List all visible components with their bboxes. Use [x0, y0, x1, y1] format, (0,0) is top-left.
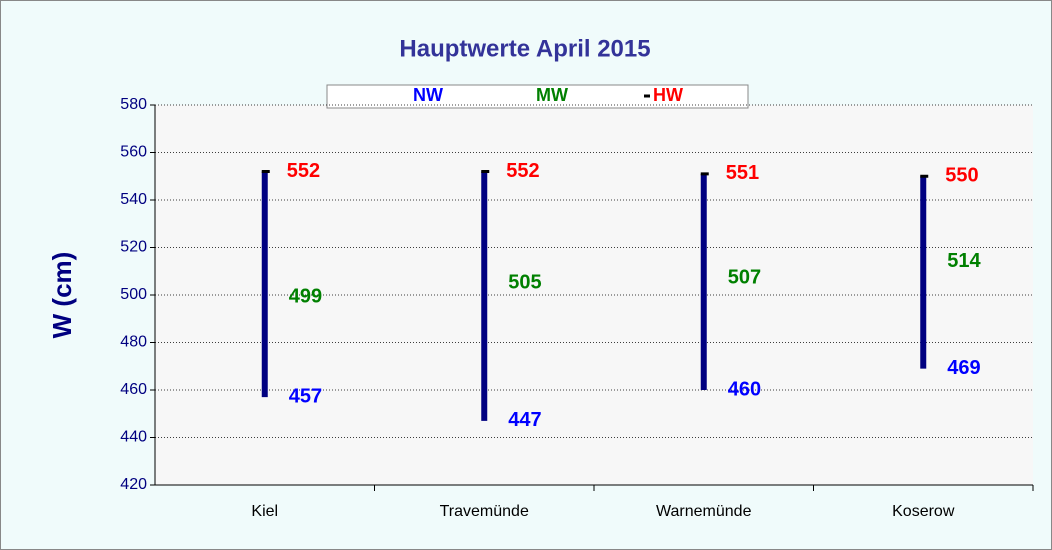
x-tick-label: Travemünde	[440, 503, 529, 520]
x-tick-label: Koserow	[892, 503, 955, 520]
data-label: 507	[728, 267, 761, 289]
y-tick-label: 500	[120, 286, 147, 303]
data-label: 460	[728, 378, 761, 400]
y-tick-label: 580	[120, 96, 147, 113]
y-tick-label: 520	[120, 239, 147, 256]
y-tick-label: 420	[120, 476, 147, 493]
legend	[326, 84, 749, 109]
data-label: 551	[726, 162, 759, 184]
data-label: 499	[289, 286, 322, 308]
data-label: 552	[506, 160, 539, 182]
y-tick-label: 560	[120, 144, 147, 161]
x-tick-label: Warnemünde	[656, 503, 752, 520]
data-label: 550	[945, 165, 978, 187]
data-label: 514	[947, 250, 981, 272]
legend-label: MW	[536, 85, 568, 105]
legend-label: HW	[653, 85, 683, 105]
y-tick-label: 440	[120, 429, 147, 446]
data-label: 447	[508, 409, 541, 431]
y-tick-label: 540	[120, 191, 147, 208]
data-label: 457	[289, 385, 322, 407]
data-label: 552	[287, 160, 320, 182]
x-tick-label: Kiel	[251, 503, 278, 520]
y-tick-label: 480	[120, 334, 147, 351]
data-label: 469	[947, 357, 980, 379]
data-label: 505	[508, 271, 541, 293]
y-axis-label: W (cm)	[47, 252, 77, 339]
legend-label: NW	[413, 85, 443, 105]
y-tick-label: 460	[120, 381, 147, 398]
chart-title: Hauptwerte April 2015	[399, 35, 650, 62]
